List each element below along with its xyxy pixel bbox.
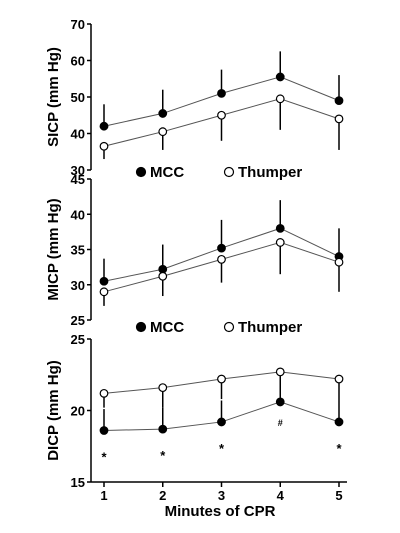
micp-legend-mcc-marker: [135, 321, 147, 333]
dicp-thumper-point: [275, 367, 285, 377]
dicp-mcc-point: [334, 417, 344, 427]
micp-thumper-point: [99, 287, 109, 297]
dicp-significance-marker: *: [101, 450, 107, 465]
sicp-mcc-point: [275, 72, 285, 82]
dicp-panel: 15 20 25 DICP (mm Hg) * * * # *: [45, 332, 344, 490]
sicp-y-tick-label: 70: [71, 17, 85, 32]
sicp-panel: 30 40 50 60 70 SICP (mm Hg) MCC Thumper: [45, 17, 344, 181]
sicp-y-axis-title: SICP (mm Hg): [45, 47, 62, 147]
micp-panel: 25 30 35 40 45 MICP (mm Hg) MCC Thumper: [45, 172, 344, 336]
sicp-legend-mcc-marker: [135, 166, 147, 178]
sicp-y-tick-label: 50: [71, 90, 85, 105]
micp-y-tick-label: 35: [71, 243, 85, 258]
dicp-y-tick-label: 20: [71, 404, 85, 419]
micp-legend-thumper-label: Thumper: [238, 319, 302, 336]
dicp-y-tick-label: 15: [71, 475, 85, 490]
x-tick-label: 2: [159, 488, 166, 503]
micp-legend-mcc-label: MCC: [150, 319, 184, 336]
micp-thumper-point: [275, 238, 285, 247]
x-tick-label: 1: [100, 488, 107, 503]
x-tick-label: 4: [277, 488, 285, 503]
micp-y-tick-label: 40: [71, 207, 85, 222]
micp-thumper-point: [334, 257, 344, 267]
micp-y-axis-title: MICP (mm Hg): [45, 198, 62, 300]
micp-legend-thumper-marker: [223, 321, 235, 333]
micp-mcc-point: [217, 243, 226, 253]
dicp-significance-marker: *: [160, 448, 166, 463]
sicp-thumper-point: [99, 141, 109, 151]
dicp-thumper-point: [334, 374, 344, 384]
dicp-mcc-point: [275, 397, 285, 407]
dicp-y-tick-label: 25: [71, 332, 85, 347]
dicp-thumper-point: [99, 388, 109, 398]
sicp-thumper-point: [158, 127, 168, 137]
x-tick-label: 5: [335, 488, 342, 503]
dicp-mcc-point: [158, 424, 168, 434]
sicp-legend-mcc-label: MCC: [150, 164, 184, 181]
dicp-significance-marker: *: [336, 441, 342, 456]
sicp-y-tick-label: 60: [71, 54, 85, 69]
micp-thumper-point: [158, 271, 168, 281]
micp-y-tick-label: 25: [71, 313, 85, 328]
sicp-thumper-point: [217, 110, 226, 120]
sicp-mcc-point: [99, 121, 109, 131]
micp-mcc-point: [99, 276, 109, 286]
dicp-mcc-point: [99, 426, 109, 435]
sicp-mcc-point: [217, 88, 226, 98]
x-tick-label: 3: [218, 488, 225, 503]
sicp-mcc-point: [334, 96, 344, 106]
micp-thumper-point: [217, 254, 226, 264]
sicp-y-tick-label: 30: [71, 163, 85, 178]
sicp-thumper-point: [334, 114, 344, 124]
sicp-y-tick-label: 40: [71, 127, 85, 142]
dicp-y-axis-title: DICP (mm Hg): [45, 360, 62, 461]
sicp-legend-thumper-marker: [223, 166, 235, 178]
dicp-thumper-point: [158, 383, 168, 393]
dicp-thumper-point: [217, 374, 226, 384]
micp-y-tick-label: 45: [71, 172, 85, 187]
sicp-legend-thumper-label: Thumper: [238, 164, 302, 181]
x-axis: 1 2 3 4 5 Minutes of CPR: [91, 481, 347, 520]
dicp-significance-marker: *: [219, 441, 225, 456]
dicp-mcc-point: [217, 417, 226, 427]
sicp-mcc-point: [158, 109, 168, 118]
x-axis-title: Minutes of CPR: [165, 503, 276, 520]
dicp-significance-marker: #: [278, 418, 283, 428]
sicp-thumper-point: [275, 94, 285, 104]
micp-y-tick-label: 30: [71, 278, 85, 293]
micp-mcc-point: [275, 223, 285, 233]
